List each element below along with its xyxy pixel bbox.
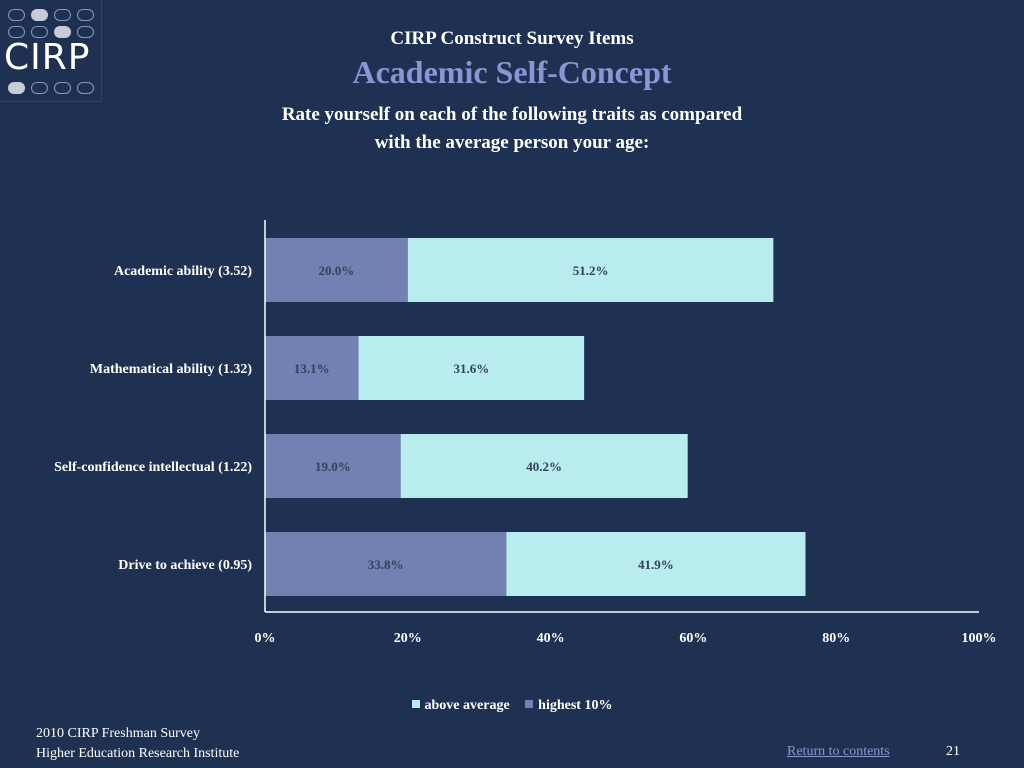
bar-above-average-self-confidence-intellectual (400, 434, 688, 498)
legend-item-above-average: above average (411, 698, 510, 714)
x-tick-label: 0% (255, 631, 276, 646)
data-label-above-average-mathematical-ability: 31.6% (453, 361, 489, 376)
logo-pill-icon (31, 82, 48, 94)
logo-pill-icon (77, 26, 94, 38)
category-label-drive-to-achieve: Drive to achieve (0.95) (118, 558, 252, 573)
cirp-logo: CIRP (0, 0, 102, 102)
footer-source: 2010 CIRP Freshman Survey Higher Educati… (36, 724, 239, 764)
x-tick-label: 100% (962, 631, 997, 646)
bar-highest-10-mathematical-ability (265, 336, 359, 400)
logo-pill-icon (8, 82, 25, 94)
category-label-academic-ability: Academic ability (3.52) (114, 264, 252, 279)
question-text: Rate yourself on each of the following t… (0, 101, 1024, 157)
category-label-self-confidence-intellectual: Self-confidence intellectual (1.22) (54, 460, 252, 475)
data-label-above-average-drive-to-achieve: 41.9% (638, 557, 674, 572)
page-title: Academic Self-Concept (352, 54, 672, 90)
bar-highest-10-self-confidence-intellectual (265, 434, 401, 498)
x-tick-label: 80% (822, 631, 850, 646)
footer-survey-name: 2010 CIRP Freshman Survey (36, 726, 200, 741)
logo-pill-icon (54, 82, 71, 94)
logo-pill-icon (54, 26, 71, 38)
bar-highest-10-academic-ability (265, 238, 408, 302)
x-tick-label: 40% (537, 631, 565, 646)
return-to-contents-link[interactable]: Return to contents (787, 744, 890, 759)
category-label-mathematical-ability: Mathematical ability (1.32) (90, 362, 252, 377)
logo-pill-icon (8, 26, 25, 38)
legend-swatch-highest-10 (525, 700, 534, 708)
logo-pill-icon (31, 26, 48, 38)
page-number: 21 (946, 744, 960, 759)
data-label-highest-10-mathematical-ability: 13.1% (294, 361, 330, 376)
bar-highest-10-drive-to-achieve (265, 532, 507, 596)
data-label-highest-10-academic-ability: 20.0% (319, 263, 355, 278)
stacked-bar-chart: 20.0% 51.2% Academic ability (3.52) 13.1% 31… (54, 220, 997, 646)
legend-label-above-average: above average (424, 698, 510, 713)
question-line-1: Rate yourself on each of the following t… (281, 104, 743, 125)
logo-pill-icon (77, 82, 94, 94)
legend-label-highest-10: highest 10% (538, 698, 613, 713)
legend-swatch-above-average (411, 700, 420, 708)
bar-above-average-drive-to-achieve (506, 532, 806, 596)
bar-above-average-academic-ability (407, 238, 774, 302)
logo-pill-icon (54, 9, 71, 21)
data-label-above-average-self-confidence-intellectual: 40.2% (526, 459, 562, 474)
x-tick-label: 60% (679, 631, 707, 646)
logo-pill-icon (31, 9, 48, 21)
question-line-2: with the average person your age: (374, 132, 650, 153)
data-label-highest-10-self-confidence-intellectual: 19.0% (315, 459, 351, 474)
logo-pill-icon (8, 9, 25, 21)
kicker-title: CIRP Construct Survey Items (390, 28, 634, 49)
logo-pill-icon (77, 9, 94, 21)
logo-wordmark: CIRP (4, 37, 91, 78)
legend-item-highest-10: highest 10% (525, 698, 612, 714)
footer-institute: Higher Education Research Institute (36, 746, 240, 761)
bar-above-average-mathematical-ability (358, 336, 585, 400)
data-label-above-average-academic-ability: 51.2% (573, 263, 609, 278)
chart-legend: above average highest 10% (0, 698, 1024, 714)
x-tick-label: 20% (394, 631, 422, 646)
data-label-highest-10-drive-to-achieve: 33.8% (368, 557, 404, 572)
